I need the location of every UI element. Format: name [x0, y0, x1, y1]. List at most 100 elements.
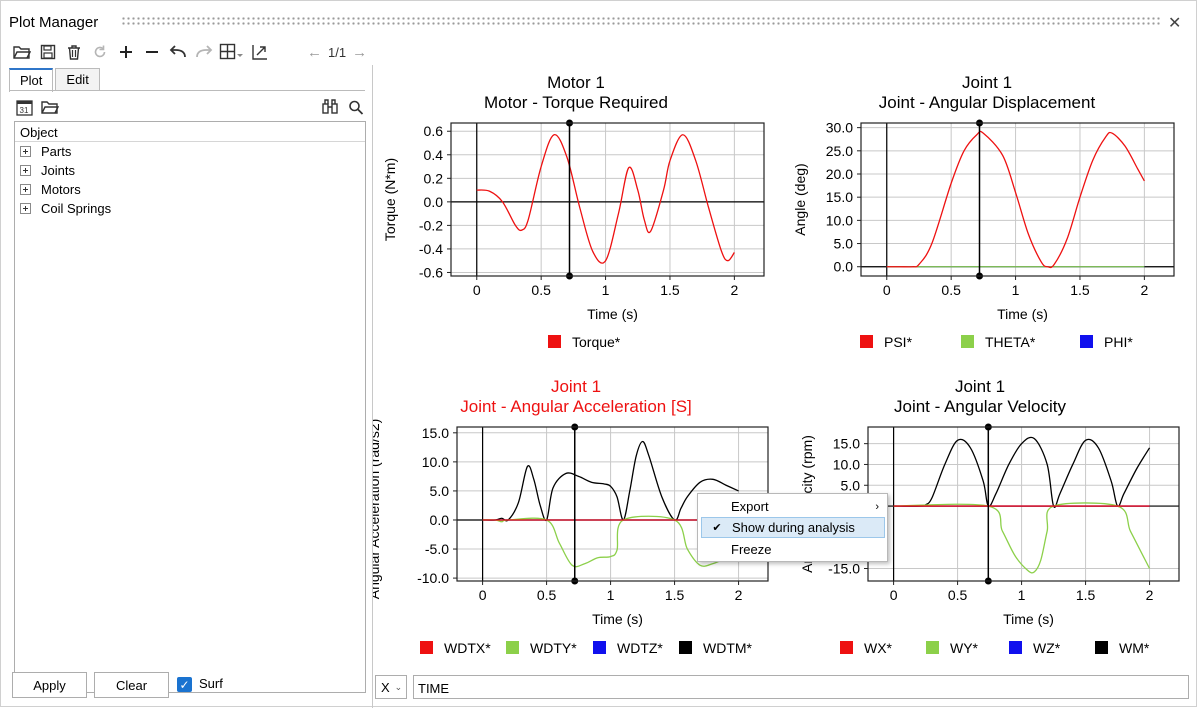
clear-button[interactable]: Clear: [94, 672, 169, 698]
panel-divider[interactable]: [372, 65, 373, 708]
redo-icon[interactable]: [191, 41, 217, 63]
y-tick-label: 30.0: [826, 120, 853, 136]
legend-swatch: [679, 641, 692, 654]
y-tick-label: 0.2: [424, 170, 444, 186]
chart-subtitle: Motor - Torque Required: [484, 93, 668, 112]
add-icon[interactable]: [113, 41, 139, 63]
export-plot-icon[interactable]: [247, 41, 273, 63]
next-page-icon[interactable]: →: [352, 43, 368, 61]
context-menu: Export › ✔ Show during analysis Freeze: [697, 493, 888, 562]
y-tick-label: 15.0: [833, 436, 860, 452]
expand-icon[interactable]: [20, 146, 31, 157]
x-tick-label: 0.5: [531, 282, 551, 298]
tab-plot[interactable]: Plot: [9, 68, 54, 92]
tree-item-label: Coil Springs: [41, 201, 112, 216]
x-tick-label: 1: [607, 587, 615, 603]
y-tick-label: 0.4: [424, 147, 444, 163]
x-tick-label: 2: [730, 282, 738, 298]
object-tree: Object Parts Joints Motors Coil Springs: [14, 121, 366, 693]
expand-icon[interactable]: [20, 165, 31, 176]
tree-header: Object: [15, 122, 365, 142]
legend-swatch: [1095, 641, 1108, 654]
tab-edit[interactable]: Edit: [55, 68, 100, 91]
legend-label: THETA*: [985, 334, 1036, 350]
y-tick-label: 5.0: [430, 483, 450, 499]
x-tick-label: 2: [1146, 587, 1154, 603]
y-tick-label: 0.0: [430, 512, 450, 528]
x-tick-label: 0: [890, 587, 898, 603]
close-icon[interactable]: ✕: [1168, 15, 1182, 32]
menu-item-freeze[interactable]: Freeze: [701, 539, 885, 560]
apply-button[interactable]: Apply: [12, 672, 87, 698]
series-line-wy: [893, 502, 1151, 574]
menu-item-export[interactable]: Export ›: [701, 496, 885, 517]
legend-label: WDTZ*: [617, 640, 663, 656]
menu-item-show-during-analysis[interactable]: ✔ Show during analysis: [701, 517, 885, 538]
x-tick-label: 0: [473, 282, 481, 298]
expand-icon[interactable]: [20, 203, 31, 214]
x-tick-label: 0: [883, 282, 891, 298]
legend-swatch: [1009, 641, 1022, 654]
y-axis-label: Angular Acceleration (rad/s2): [373, 419, 382, 600]
x-tick-label: 1.5: [660, 282, 680, 298]
search-icon[interactable]: [347, 98, 365, 119]
x-tick-label: 1: [602, 282, 610, 298]
y-axis-label: Angle (deg): [792, 163, 808, 235]
series-line-wm: [893, 436, 1151, 508]
surf-checkbox[interactable]: ✓: [177, 677, 192, 692]
window-title: Plot Manager: [9, 14, 99, 31]
tree-item-parts[interactable]: Parts: [15, 142, 365, 161]
legend-swatch: [860, 335, 873, 348]
left-panel: Plot Edit 31 Object Parts Joints Motors …: [1, 65, 373, 708]
x-axis-label: Time (s): [1003, 611, 1054, 627]
chart-title: Joint 1: [962, 73, 1012, 92]
legend-label: WDTY*: [530, 640, 577, 656]
chart-title: Motor 1: [547, 73, 605, 92]
y-tick-label: -10.0: [417, 570, 449, 586]
menu-item-label: Freeze: [731, 542, 772, 557]
x-axis-label: Time (s): [587, 306, 638, 322]
open-folder-icon[interactable]: [41, 98, 61, 119]
tree-item-coil-springs[interactable]: Coil Springs: [15, 199, 365, 218]
title-bar: Plot Manager ✕: [1, 1, 1196, 43]
x-axis-value: X: [381, 679, 390, 695]
x-expression-field[interactable]: TIME: [413, 675, 1189, 699]
panel-tabs: Plot Edit: [9, 68, 102, 92]
remove-icon[interactable]: [139, 41, 165, 63]
drag-handle[interactable]: [121, 16, 1161, 26]
save-icon[interactable]: [35, 41, 61, 63]
binoculars-icon[interactable]: [321, 98, 339, 119]
tree-item-joints[interactable]: Joints: [15, 161, 365, 180]
open-folder-icon[interactable]: [9, 41, 35, 63]
prev-page-icon[interactable]: ←: [307, 43, 322, 61]
y-tick-label: -5.0: [425, 541, 449, 557]
expand-icon[interactable]: [20, 184, 31, 195]
legend-swatch: [840, 641, 853, 654]
legend-swatch: [961, 335, 974, 348]
legend-swatch: [420, 641, 433, 654]
y-tick-label: 0.0: [834, 259, 854, 275]
y-tick-label: 10.0: [833, 456, 860, 472]
x-axis-label: Time (s): [592, 611, 643, 627]
delete-icon[interactable]: [61, 41, 87, 63]
y-tick-label: 0.0: [424, 194, 444, 210]
undo-icon[interactable]: [165, 41, 191, 63]
plot-background: [451, 123, 764, 276]
plot-frame: [860, 122, 1175, 277]
tree-item-motors[interactable]: Motors: [15, 180, 365, 199]
calendar-icon[interactable]: 31: [15, 98, 35, 119]
x-axis-dropdown[interactable]: X ⌄: [375, 675, 407, 699]
layout-grid-icon[interactable]: [217, 41, 247, 63]
legend-label: WDTX*: [444, 640, 491, 656]
x-tick-label: 0.5: [537, 587, 557, 603]
y-tick-label: -0.2: [419, 217, 443, 233]
refresh-icon[interactable]: [87, 41, 113, 63]
y-axis-label: Torque (N*m): [382, 158, 398, 241]
y-tick-label: -15.0: [828, 561, 860, 577]
x-tick-label: 0: [479, 587, 487, 603]
tree-item-label: Motors: [41, 182, 81, 197]
plot-frame: [450, 122, 765, 277]
y-tick-label: 10.0: [826, 212, 853, 228]
